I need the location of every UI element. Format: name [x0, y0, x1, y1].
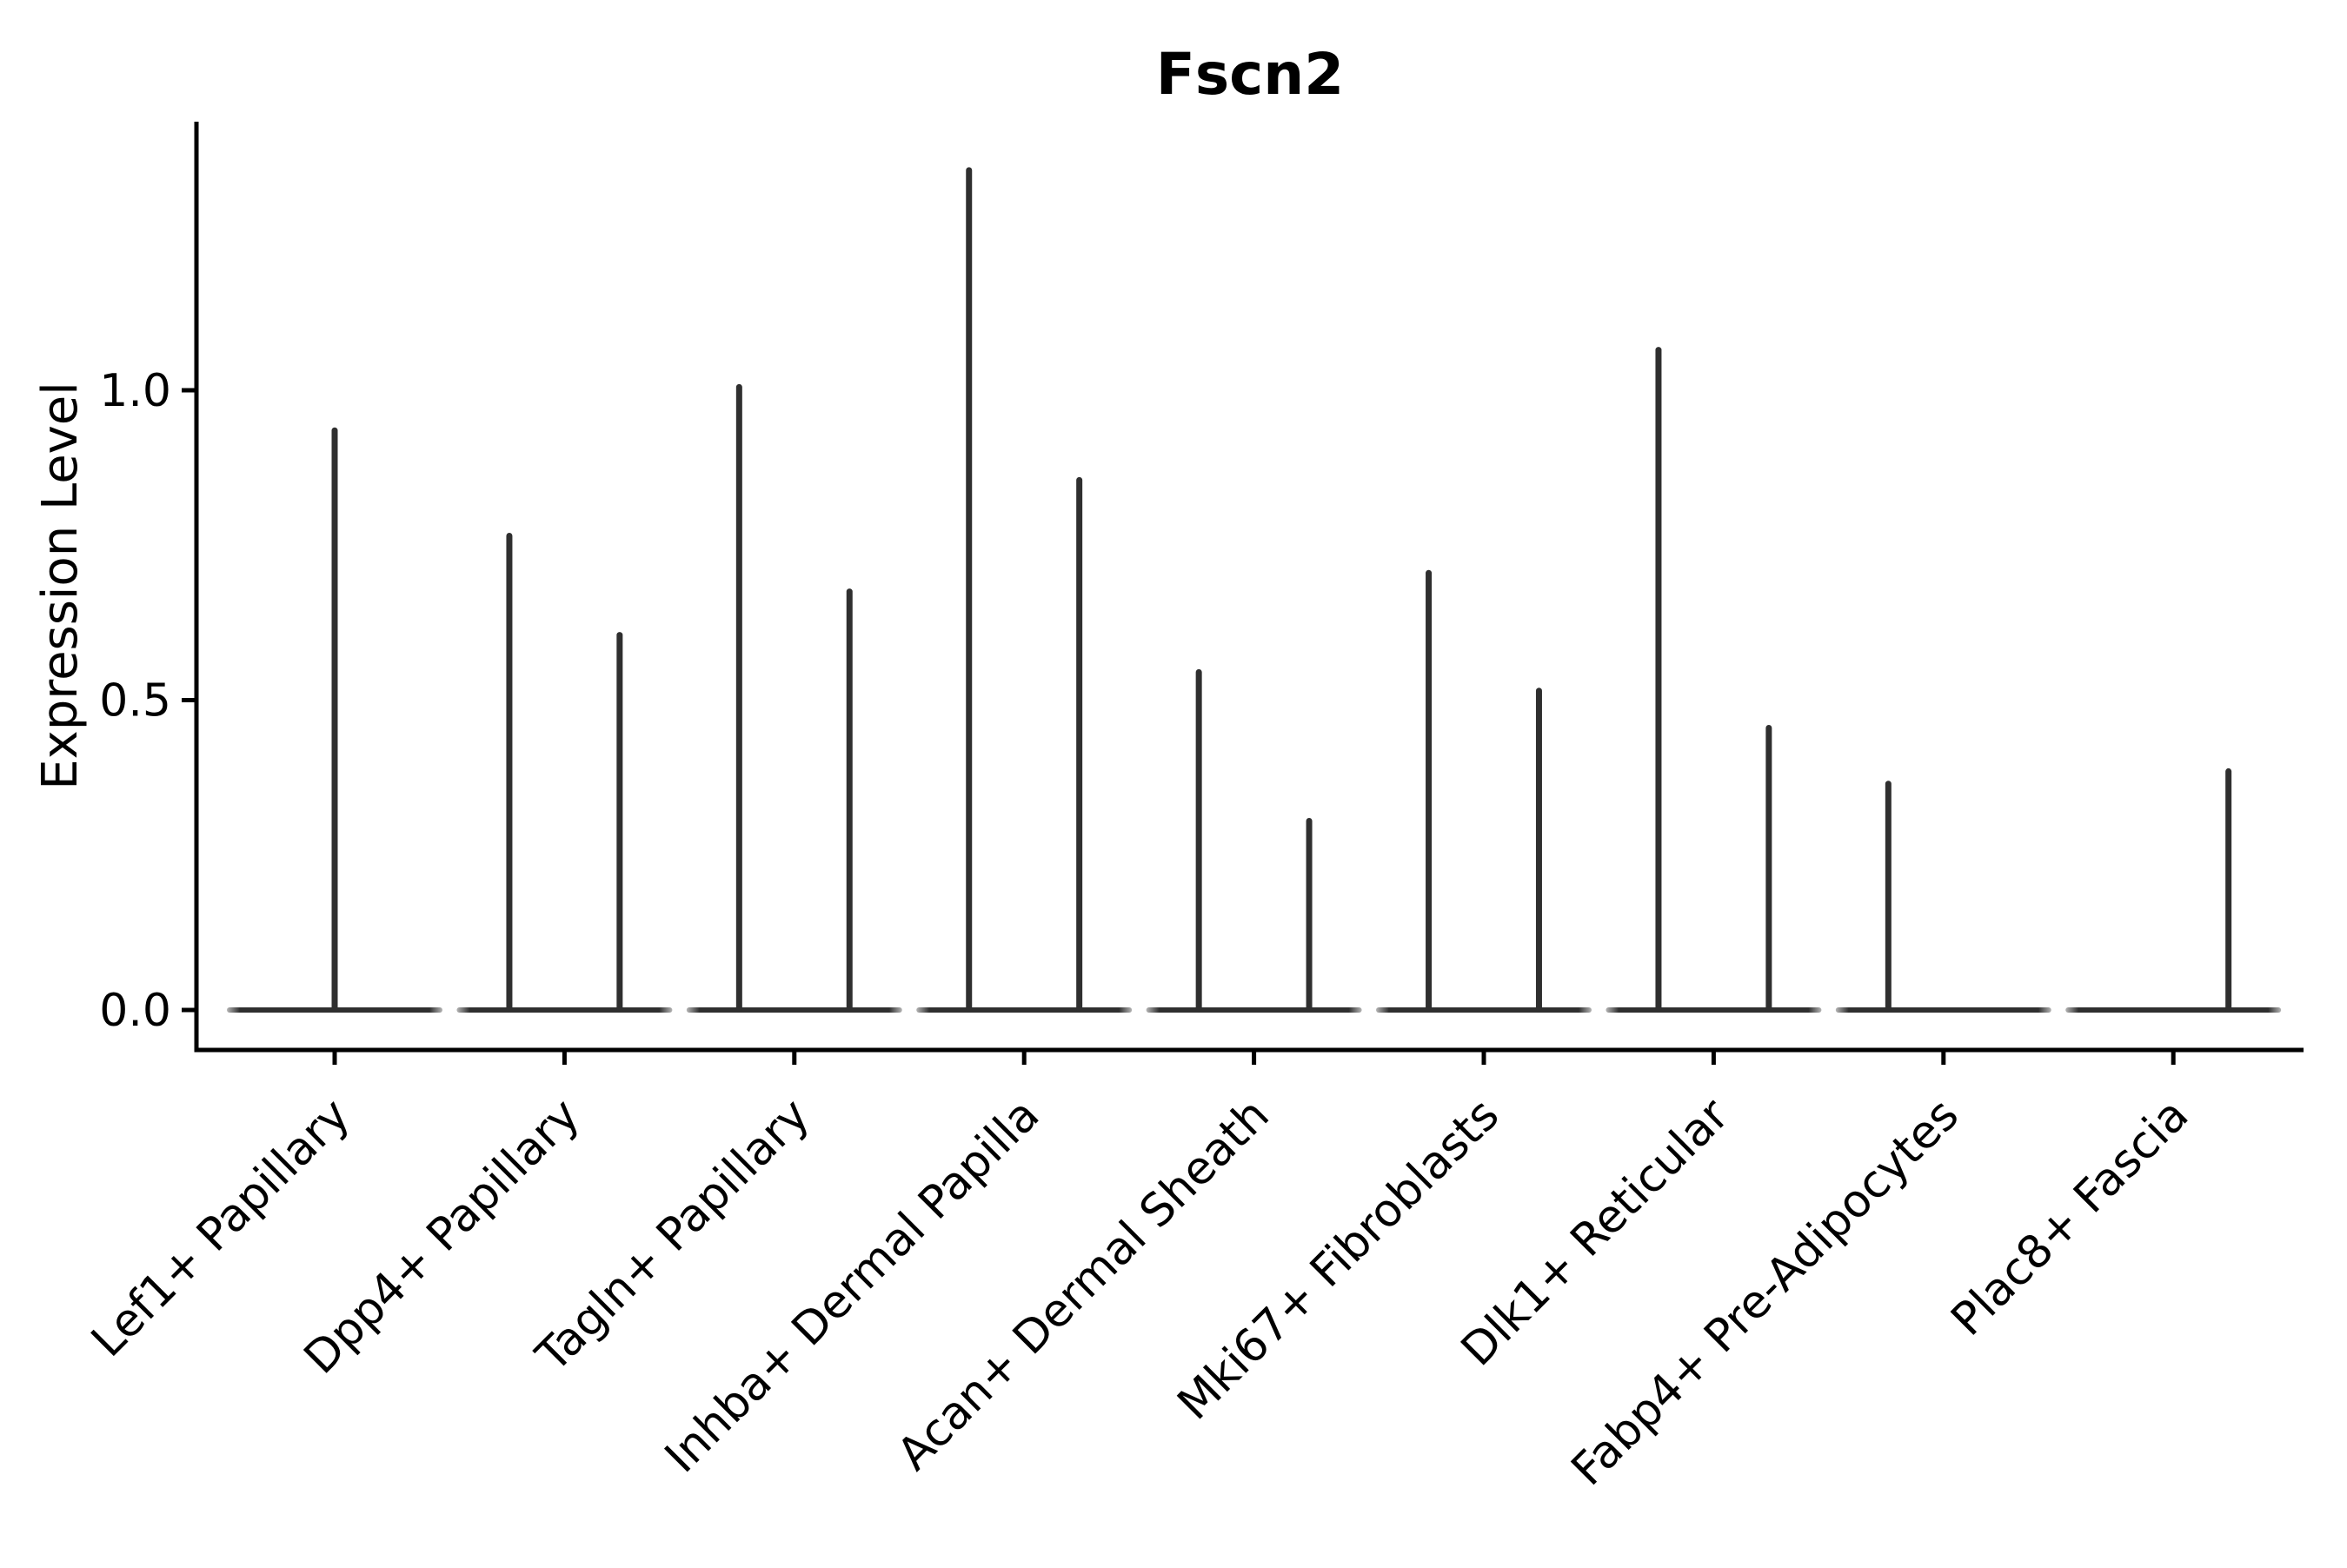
violin-base	[456, 1007, 673, 1013]
violin-base	[1606, 1007, 1822, 1013]
violin-base	[686, 1007, 902, 1013]
violin-spike	[1195, 668, 1202, 1013]
y-tick-label: 0.5	[99, 675, 171, 728]
violin-group	[1376, 569, 1592, 1013]
x-tick-label: Fabp4+ Pre-Adipocytes	[1562, 1089, 1969, 1496]
violin-spike	[616, 632, 623, 1013]
violin-spike	[1076, 476, 1083, 1013]
violin-base	[2065, 1007, 2282, 1013]
violin-group	[1835, 781, 2051, 1013]
violin-group	[916, 167, 1133, 1013]
violin-group	[1606, 347, 1822, 1013]
y-axis-label: Expression Level	[32, 382, 89, 790]
violin-base	[1376, 1007, 1592, 1013]
chart-title: Fscn2	[1156, 41, 1344, 108]
violin-spike	[1885, 781, 1892, 1013]
x-tick-label: Inhba+ Dermal Papilla	[655, 1089, 1049, 1483]
violin-spike	[331, 427, 338, 1013]
violin-spike	[1535, 688, 1542, 1013]
violin-spike	[506, 532, 513, 1013]
violin-group	[227, 427, 442, 1013]
violin-spike	[2225, 767, 2232, 1013]
violin-group	[2065, 767, 2282, 1013]
x-tick-label: Plac8+ Fascia	[1942, 1089, 2199, 1346]
violin-spike	[846, 588, 853, 1013]
x-tick-label: Acan+ Dermal Sheath	[888, 1089, 1280, 1481]
violin-spike	[1306, 817, 1313, 1013]
y-tick-label: 1.0	[99, 365, 171, 417]
violin-spike	[735, 383, 742, 1013]
violin-spike	[1655, 347, 1662, 1013]
violin-base	[1835, 1007, 2051, 1013]
violins	[227, 167, 2282, 1013]
violin-spike	[1765, 725, 1772, 1013]
violin-base	[916, 1007, 1133, 1013]
y-tick-label: 0.0	[99, 985, 171, 1037]
violin-group	[686, 383, 902, 1013]
violin-spike	[966, 167, 973, 1013]
violin-spike	[1426, 569, 1433, 1013]
violin-base	[1146, 1007, 1362, 1013]
violin-group	[1146, 668, 1362, 1013]
violin-group	[456, 532, 673, 1013]
